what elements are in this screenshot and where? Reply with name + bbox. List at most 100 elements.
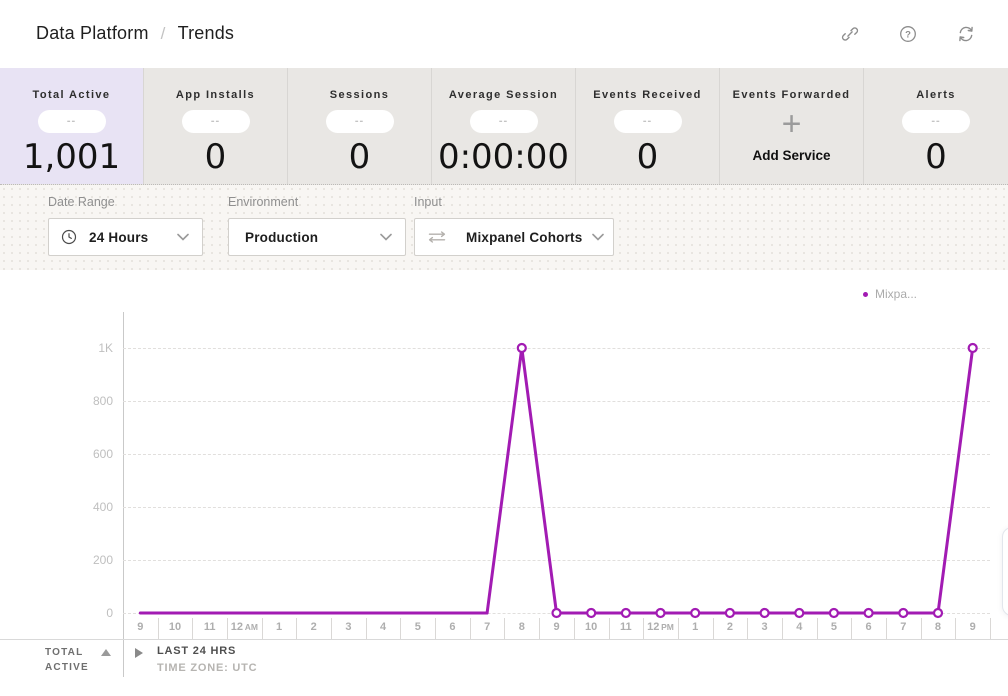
x-tick-label: 10 [585, 621, 598, 633]
metric-pill: -- [37, 110, 106, 133]
breadcrumb-separator: / [160, 23, 166, 43]
x-tick-separator [365, 618, 367, 639]
metric-label: Sessions [329, 89, 390, 101]
x-tick-separator [677, 618, 679, 639]
gridline [123, 507, 990, 508]
metric-pill: -- [325, 110, 394, 133]
svg-text:?: ? [905, 29, 911, 40]
metric-value: 0:00:00 [437, 137, 570, 177]
plus-icon: + [781, 105, 802, 143]
x-tick-label: 4 [796, 621, 803, 633]
x-tick-label: 9 [137, 621, 144, 633]
metric-value: 0 [204, 137, 227, 177]
metric-value: 0 [348, 137, 371, 177]
metric-cards-row: Total Active -- 1,001 App Installs -- 0 … [0, 68, 1008, 185]
chart-metric-selector[interactable]: TOTAL ACTIVE [45, 645, 89, 675]
metric-label: Events Received [593, 89, 702, 101]
date-range-dropdown[interactable]: 24 Hours [48, 218, 203, 256]
x-tick-label: 7 [900, 621, 907, 633]
refresh-icon[interactable] [957, 25, 975, 43]
x-tick-label: 3 [761, 621, 768, 633]
x-tick-label: 7 [484, 621, 491, 633]
y-tick-label: 600 [92, 447, 113, 461]
breadcrumb-parent[interactable]: Data Platform [36, 23, 149, 43]
x-tick-separator [712, 618, 714, 639]
link-icon[interactable] [841, 25, 859, 43]
metric-card-events-forwarded[interactable]: Events Forwarded + Add Service [720, 68, 864, 184]
gridline [123, 401, 990, 402]
x-tick-label: 2 [726, 621, 733, 633]
x-axis: 9 10 11 12 AM 1 2 3 4 5 6 7 8 9 10 11 12 PM 1 2 3 4 5 6 7 8 9 [0, 617, 1008, 640]
y-axis-line [123, 312, 124, 640]
x-tick-separator [400, 618, 402, 639]
x-tick-separator [331, 618, 333, 639]
x-tick-separator [955, 618, 957, 639]
footer-divider [123, 640, 124, 677]
metric-card-alerts[interactable]: Alerts -- 0 [864, 68, 1008, 184]
metric-card-average-session[interactable]: Average Session -- 0:00:00 [432, 68, 576, 184]
trend-chart: Mixpa... 0 200 400 600 800 1K 9 10 11 12 AM 1 2 3 4 5 6… [0, 270, 1008, 696]
input-dropdown[interactable]: Mixpanel Cohorts [414, 218, 614, 256]
x-tick-separator [885, 618, 887, 639]
offscreen-panel-edge [1002, 527, 1008, 616]
x-tick-label: 10 [168, 621, 182, 633]
metric-card-total-active[interactable]: Total Active -- 1,001 [0, 68, 144, 184]
gridline [123, 348, 990, 349]
x-tick-separator [435, 618, 437, 639]
chart-legend[interactable]: Mixpa... [863, 287, 917, 301]
x-tick-label: 4 [380, 621, 387, 633]
metric-card-sessions[interactable]: Sessions -- 0 [288, 68, 432, 184]
input-value: Mixpanel Cohorts [466, 229, 583, 245]
page-header: Data Platform / Trends ? [0, 0, 1008, 68]
metric-value: 1,001 [22, 137, 121, 177]
series-line [138, 346, 975, 615]
x-tick-label: 6 [865, 621, 872, 633]
filter-bar: Date Range Environment Input 24 Hours Pr… [0, 185, 1008, 270]
x-tick-label: 3 [345, 621, 352, 633]
x-tick-label: 5 [414, 621, 421, 633]
x-tick-label: 5 [830, 621, 837, 633]
clock-icon [61, 229, 77, 245]
date-range-value: 24 Hours [89, 229, 149, 245]
x-tick-separator [781, 618, 783, 639]
range-label: LAST 24 HRS [157, 645, 237, 657]
environment-dropdown[interactable]: Production [228, 218, 406, 256]
x-tick-label: 12 PM [647, 621, 674, 633]
y-tick-label: 0 [106, 606, 113, 620]
x-tick-label: 1 [275, 621, 283, 633]
x-tick-separator [504, 618, 506, 639]
chevron-down-icon [380, 233, 392, 241]
x-tick-label: 9 [553, 621, 560, 633]
metric-card-events-received[interactable]: Events Received -- 0 [576, 68, 720, 184]
date-range-label: Date Range [48, 195, 115, 209]
sort-ascending-icon[interactable] [101, 649, 111, 656]
metric-value: 0 [636, 137, 659, 177]
chart-metric-label-line2: ACTIVE [45, 662, 89, 673]
chart-metric-label-line1: TOTAL [45, 647, 84, 658]
x-tick-label: 12 AM [230, 621, 258, 633]
metric-value: 0 [925, 137, 947, 177]
header-actions: ? [841, 25, 975, 43]
x-tick-label: 2 [310, 621, 317, 633]
x-tick-separator [747, 618, 749, 639]
x-tick-separator [296, 618, 298, 639]
help-icon[interactable]: ? [899, 25, 917, 43]
swap-arrows-icon [428, 231, 446, 243]
x-tick-separator [920, 618, 922, 639]
environment-label: Environment [228, 195, 299, 209]
y-tick-label: 1K [98, 341, 113, 355]
gridline [123, 613, 990, 614]
input-label: Input [414, 195, 442, 209]
legend-dot-icon [863, 291, 868, 297]
x-tick-label: 6 [449, 621, 456, 633]
x-tick-separator [469, 618, 471, 639]
expand-row-icon[interactable] [135, 648, 143, 658]
chart-footer: TOTAL ACTIVE LAST 24 HRS TIME ZONE: UTC [0, 640, 1008, 680]
x-tick-separator [157, 618, 159, 639]
x-tick-label: 9 [969, 621, 976, 633]
metric-pill: -- [181, 110, 250, 133]
metric-label: Alerts [916, 89, 956, 101]
metric-card-app-installs[interactable]: App Installs -- 0 [144, 68, 288, 184]
x-tick-label: 11 [620, 621, 632, 633]
add-service-button[interactable]: Add Service [752, 148, 831, 163]
